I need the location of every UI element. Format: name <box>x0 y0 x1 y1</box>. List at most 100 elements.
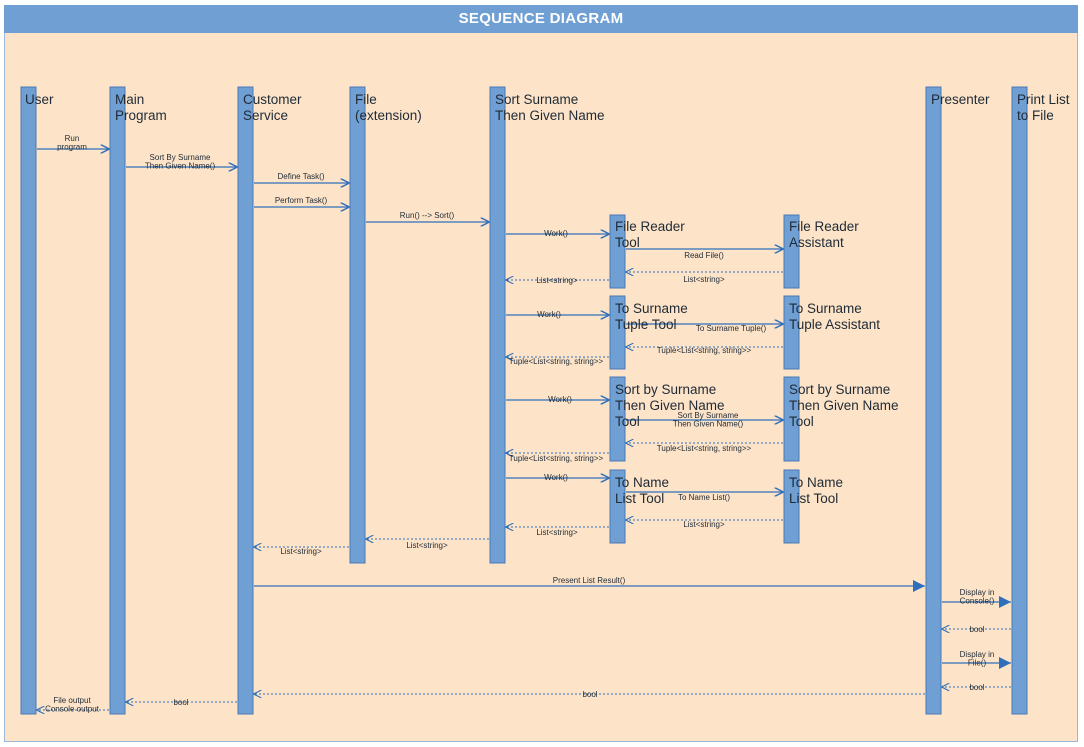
message-label-ret-list-file: List<string> <box>280 547 322 556</box>
activation-tnl-bar <box>609 469 626 544</box>
activation-label-line: Tuple Tool <box>615 317 677 332</box>
activation-label-line: Then Given Name <box>789 398 899 413</box>
activation-label-line: Sort by Surname <box>615 382 716 397</box>
lifeline-user-bar <box>20 86 37 715</box>
message-label-line: bool <box>582 690 597 699</box>
message-label-line: File() <box>968 659 987 668</box>
lifeline-label-line: Customer <box>243 92 302 107</box>
message-label-line: Console() <box>960 597 995 606</box>
lifeline-sort-bar <box>489 86 506 564</box>
message-label-line: bool <box>969 625 984 634</box>
message-label-line: Tuple<List<string, string>> <box>657 444 752 453</box>
message-label-line: Run() --> Sort() <box>400 211 455 220</box>
lifeline-customer-label: Customer Service <box>243 92 302 123</box>
message-label-display-file: Display in File() <box>960 650 995 668</box>
message-label-work-1: Work() <box>544 229 568 238</box>
lifeline-label-line: (extension) <box>355 108 422 123</box>
message-label-work-2: Work() <box>537 310 561 319</box>
lifeline-user-label: User <box>25 92 54 107</box>
message-label-line: Define Task() <box>278 172 325 181</box>
activation-label-line: File Reader <box>789 219 859 234</box>
activation-label-line: Assistant <box>789 235 844 250</box>
activation-frt-label: File Reader Tool <box>615 219 685 250</box>
message-label-line: Then Given Name() <box>673 420 744 429</box>
activation-sbt2-bar <box>783 376 800 462</box>
message-label-ret-tuple-tsa: Tuple<List<string, string>> <box>657 346 752 355</box>
message-label-line: Display in <box>960 588 995 597</box>
message-label-line: List<string> <box>683 520 725 529</box>
message-label-line: List<string> <box>406 541 448 550</box>
lifeline-label-line: to File <box>1017 108 1054 123</box>
activation-label-line: File Reader <box>615 219 685 234</box>
lifeline-label-line: Program <box>115 108 167 123</box>
message-label-to-surname-tuple: To Surname Tuple() <box>696 324 767 333</box>
message-label-line: Work() <box>537 310 561 319</box>
activation-tsa-label: To Surname Tuple Assistant <box>789 301 880 332</box>
message-label-line: Sort By Surname <box>150 153 211 162</box>
message-label-line: File output <box>53 696 91 705</box>
lifeline-label-line: Presenter <box>931 92 990 107</box>
message-label-ret-list-tnl2: List<string> <box>683 520 725 529</box>
lifeline-sort-label: Sort Surname Then Given Name <box>495 92 605 123</box>
lifeline-label-line: Sort Surname <box>495 92 578 107</box>
activation-tst-label: To Surname Tuple Tool <box>615 301 688 332</box>
message-label-ret-tuple-sbt2: Tuple<List<string, string>> <box>657 444 752 453</box>
activation-label-line: Tool <box>615 235 640 250</box>
message-label-line: To Name List() <box>678 493 730 502</box>
lifeline-print-bar <box>1011 86 1028 715</box>
activation-sbt-label: Sort by Surname Then Given Name Tool <box>615 382 725 429</box>
activation-label-line: Then Given Name <box>615 398 725 413</box>
message-label-ret-bool-1: bool <box>969 625 984 634</box>
message-label-line: Read File() <box>684 251 724 260</box>
message-label-define-task: Define Task() <box>278 172 325 181</box>
message-label-line: Run <box>65 134 80 143</box>
activation-frt-bar <box>609 214 626 289</box>
activation-tst-bar <box>609 295 626 370</box>
message-label-display-console: Display in Console() <box>960 588 995 606</box>
lifeline-file-bar <box>349 86 366 564</box>
lifeline-customer-bar <box>237 86 254 715</box>
message-label-line: Work() <box>544 229 568 238</box>
message-label-ret-tuple-tst: Tuple<List<string, string>> <box>509 357 604 366</box>
message-label-sort-by-surname-2: Sort By Surname Then Given Name() <box>673 411 744 429</box>
message-label-line: List<string> <box>536 276 578 285</box>
message-label-work-4: Work() <box>544 473 568 482</box>
message-label-read-file: Read File() <box>684 251 724 260</box>
message-label-file-output: File output Console output <box>45 696 100 714</box>
message-label-sort-by-surname: Sort By Surname Then Given Name() <box>145 153 216 171</box>
message-label-line: List<string> <box>536 528 578 537</box>
activation-label-line: To Surname <box>789 301 862 316</box>
lifeline-label-line: File <box>355 92 377 107</box>
message-label-line: Tuple<List<string, string>> <box>509 357 604 366</box>
lifeline-label-line: User <box>25 92 54 107</box>
message-label-run-sort: Run() --> Sort() <box>400 211 455 220</box>
message-label-line: Display in <box>960 650 995 659</box>
message-label-ret-tuple-sbt: Tuple<List<string, string>> <box>509 454 604 463</box>
activation-label-line: Tool <box>615 414 640 429</box>
activation-label-line: List Tool <box>615 491 664 506</box>
message-label-line: program <box>57 143 87 152</box>
activation-sbt2-label: Sort by Surname Then Given Name Tool <box>789 382 899 429</box>
activation-label-line: To Name <box>615 475 669 490</box>
message-label-line: Tuple<List<string, string>> <box>509 454 604 463</box>
message-label-ret-list-fra: List<string> <box>683 275 725 284</box>
message-label-perform-task: Perform Task() <box>275 196 328 205</box>
message-label-line: Work() <box>544 473 568 482</box>
activation-tsa-bar <box>783 295 800 370</box>
activation-tnl-label: To Name List Tool <box>615 475 669 506</box>
message-label-ret-bool-presenter: bool <box>582 690 597 699</box>
lifeline-label-line: Then Given Name <box>495 108 605 123</box>
message-label-run-program: Run program <box>57 134 87 152</box>
activation-sbt-bar <box>609 376 626 462</box>
message-label-ret-list-sort: List<string> <box>406 541 448 550</box>
diagram-canvas <box>4 5 1078 742</box>
lifeline-file-label: File (extension) <box>355 92 422 123</box>
message-label-ret-bool-2: bool <box>969 683 984 692</box>
message-label-line: Present List Result() <box>553 576 626 585</box>
lifeline-label-line: Print List <box>1017 92 1070 107</box>
message-label-line: To Surname Tuple() <box>696 324 767 333</box>
message-label-line: Then Given Name() <box>145 162 216 171</box>
lifeline-main-bar <box>109 86 126 715</box>
message-label-to-name-list: To Name List() <box>678 493 730 502</box>
activation-tnl2-label: To Name List Tool <box>789 475 843 506</box>
